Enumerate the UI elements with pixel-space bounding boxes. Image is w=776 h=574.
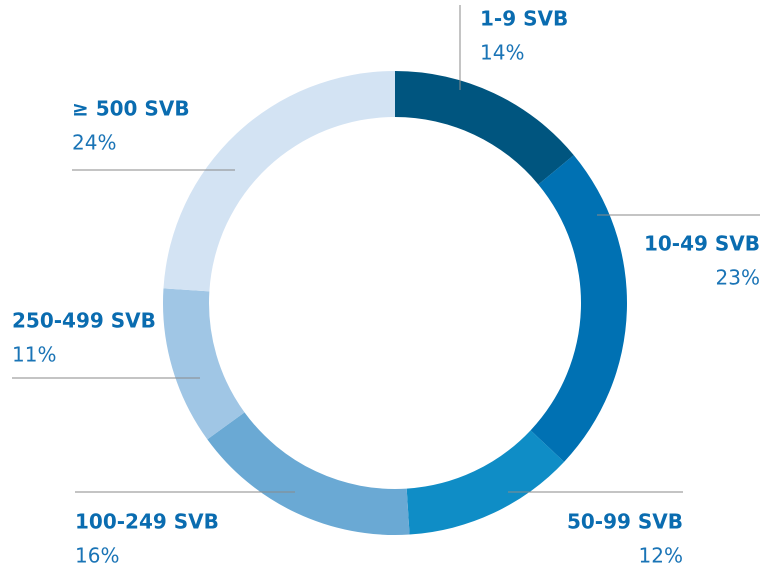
donut-segment xyxy=(395,71,574,185)
value-label: 12% xyxy=(639,544,683,568)
donut-segment xyxy=(162,288,245,440)
category-label: 10-49 SVB xyxy=(644,232,760,256)
value-label: 14% xyxy=(480,41,524,65)
category-label: ≥ 500 SVB xyxy=(72,97,190,121)
category-label: 250-499 SVB xyxy=(12,309,156,333)
category-label: 100-249 SVB xyxy=(75,510,219,534)
donut-segment xyxy=(207,412,410,535)
value-label: 23% xyxy=(716,266,760,290)
donut-segment xyxy=(163,71,395,292)
donut-segment xyxy=(406,430,565,535)
value-label: 16% xyxy=(75,544,119,568)
donut-segment xyxy=(530,155,628,462)
category-label: 50-99 SVB xyxy=(567,510,683,534)
category-label: 1-9 SVB xyxy=(480,7,568,31)
value-label: 11% xyxy=(12,343,56,367)
value-label: 24% xyxy=(72,131,116,155)
